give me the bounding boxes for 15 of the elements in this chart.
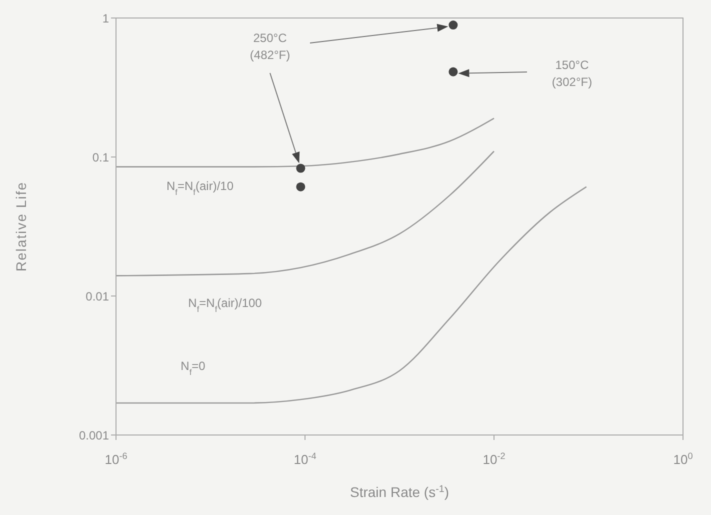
y-axis-title: Relative Life: [13, 181, 29, 272]
y-tick-label: 0.001: [78, 428, 110, 442]
x-tick-label: 10$^{-2}$: [482, 451, 506, 467]
text: N$_{f}$=0: [180, 359, 206, 377]
x-tick-label: 10$^{0}$: [673, 451, 693, 467]
x-tick-label: 10$^{-4}$: [294, 451, 316, 467]
series-label: N$_{f}$=N$_{f}$(air)/10: [166, 179, 234, 197]
series-label: N$_{f}$=N$_{f}$(air)/100: [188, 296, 262, 314]
x-tick-label: 10$^{-6}$: [104, 451, 128, 467]
y-tick-label: 0.1: [92, 150, 110, 164]
annotation: 150°C (302°F): [552, 58, 592, 89]
y-tick-label: 1: [102, 11, 110, 26]
annotation: 250°C (482°F): [250, 31, 290, 62]
x-axis-title: Strain Rate (s$^{-1}$): [350, 484, 449, 500]
y-tick-label: 0.01: [86, 289, 110, 304]
